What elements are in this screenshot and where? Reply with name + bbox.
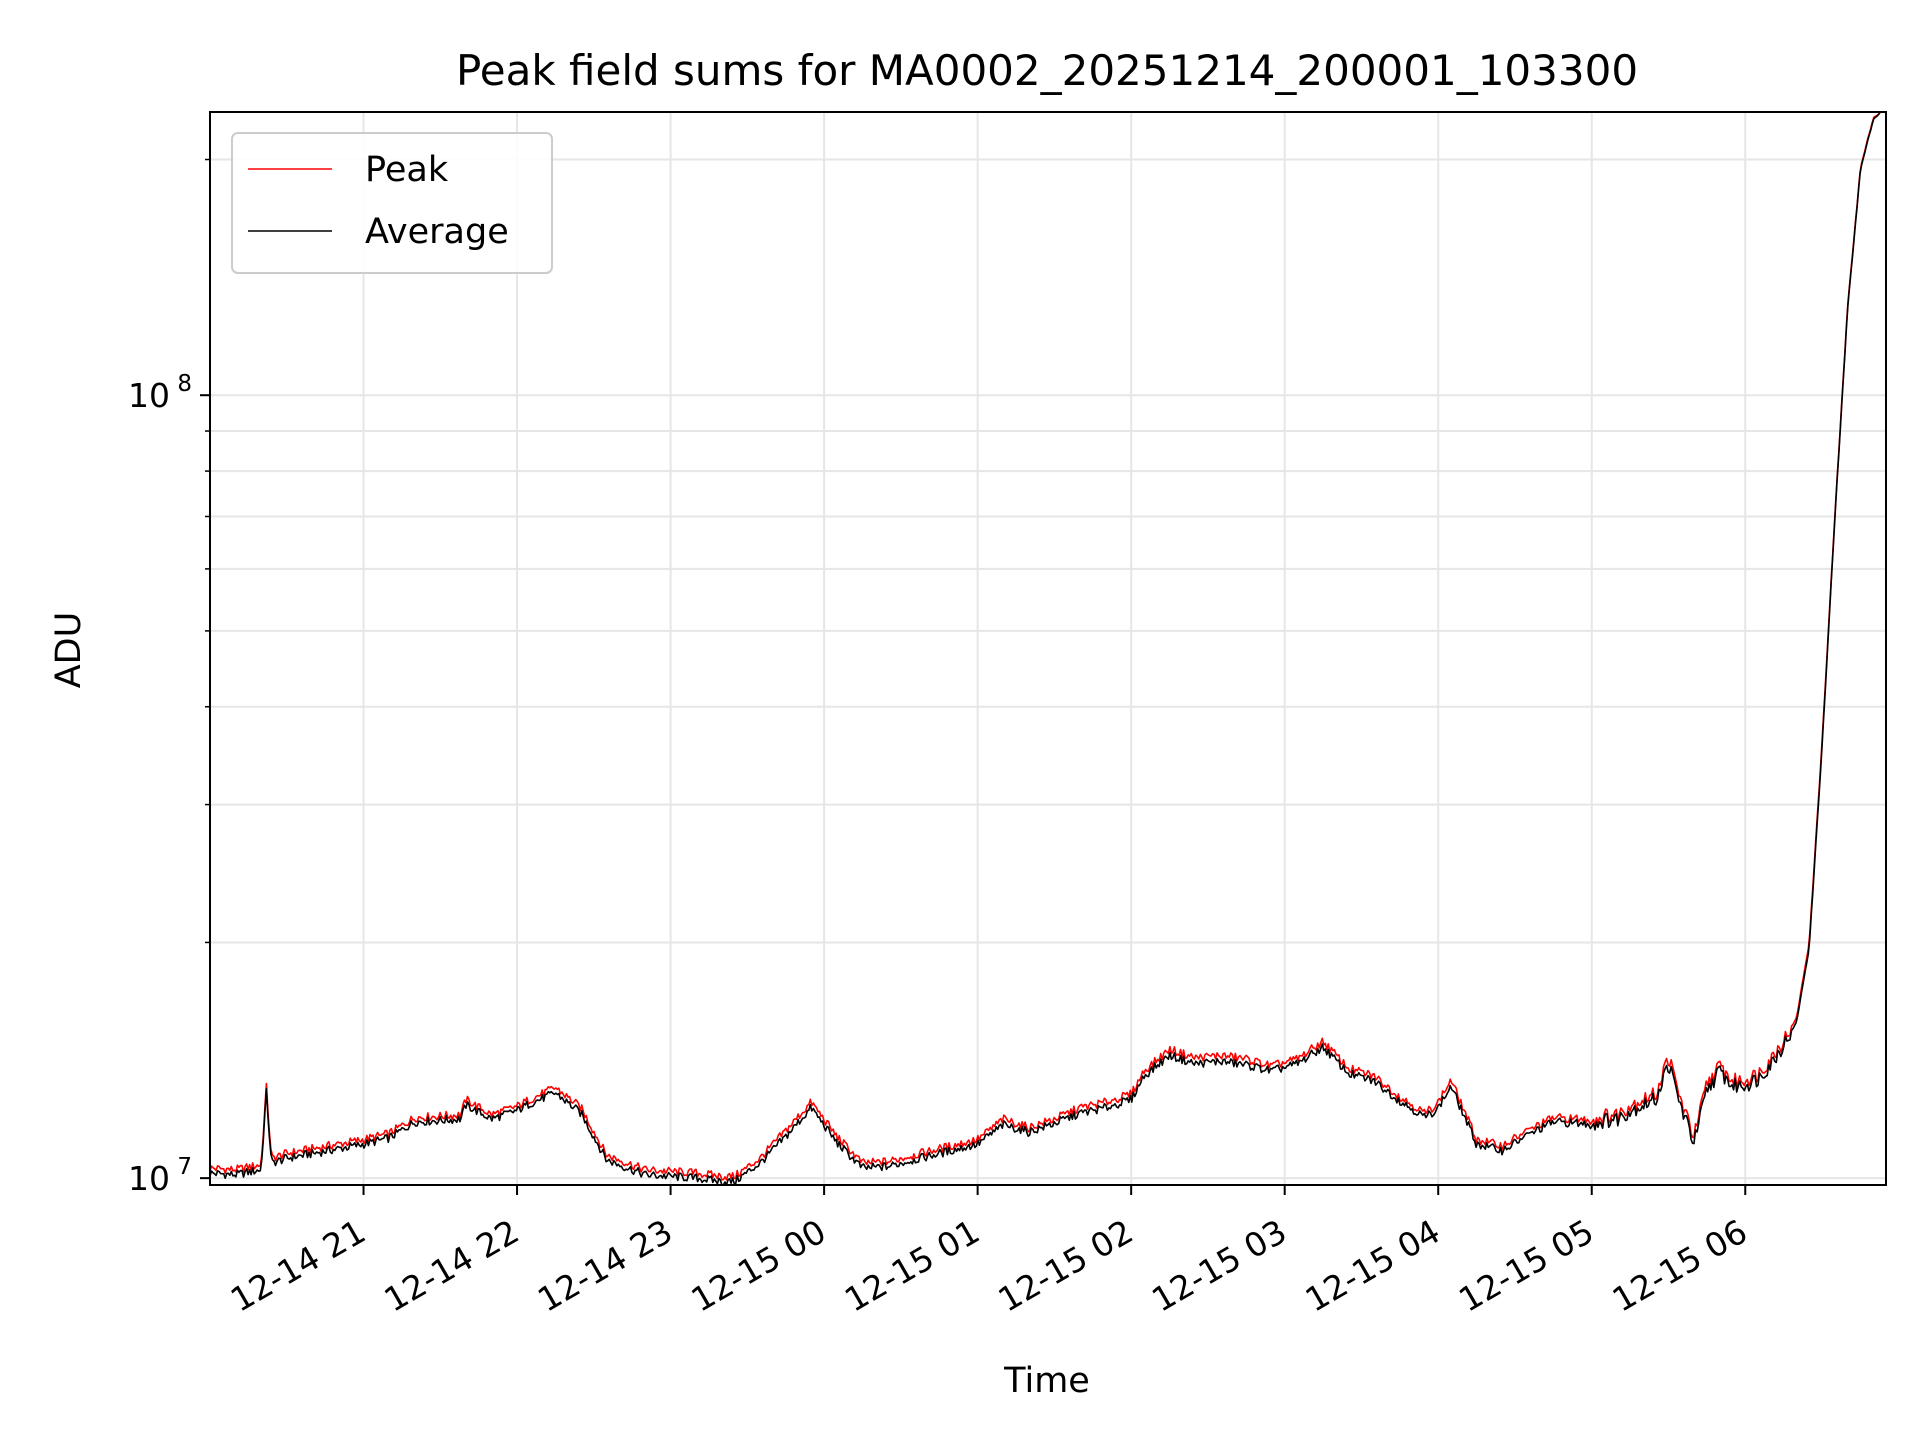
y-tick-exponent: 7 [177,1154,192,1180]
chart-title: Peak field sums for MA0002_20251214_2000… [456,46,1638,95]
axes-frame [209,111,1887,1186]
legend: Peak Average [231,132,553,274]
series-line-peak [210,112,1881,1181]
legend-box [231,132,553,274]
legend-label-average: Average [365,212,509,252]
legend-label-peak: Peak [365,150,449,190]
plot-area [210,112,1881,1185]
y-tick-label: 10 [128,1159,170,1198]
y-tick-exponent: 8 [177,371,192,397]
series-line-average [210,112,1881,1185]
y-tick-label: 10 [128,376,170,415]
x-axis-label: Time [1003,1361,1090,1401]
grid [210,112,1886,1185]
y-axis-label: ADU [49,612,89,689]
